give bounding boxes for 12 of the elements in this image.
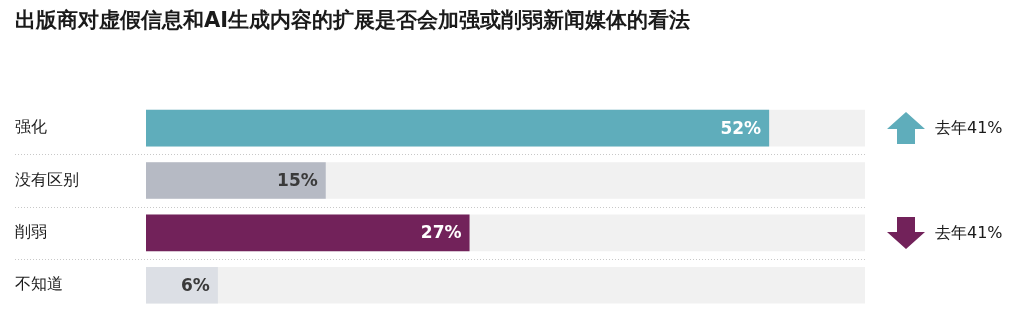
y-tick-label: 强化 — [15, 117, 47, 137]
y-tick-label: 削弱 — [15, 222, 47, 242]
data-label: 6% — [181, 274, 210, 295]
data-label: 27% — [420, 222, 462, 243]
y-tick-label: 没有区别 — [15, 169, 79, 189]
data-label: 15% — [277, 169, 318, 190]
text: 去年41% — [935, 118, 1003, 138]
data-label: 52% — [720, 117, 762, 138]
chart-title: 出版商对虚假信息和AI生成内容的扩展是否会加强或削弱新闻媒体的看法 — [15, 8, 691, 33]
y-tick-label: 不知道 — [15, 274, 63, 294]
text: 去年41% — [935, 223, 1003, 243]
bar — [146, 266, 218, 304]
